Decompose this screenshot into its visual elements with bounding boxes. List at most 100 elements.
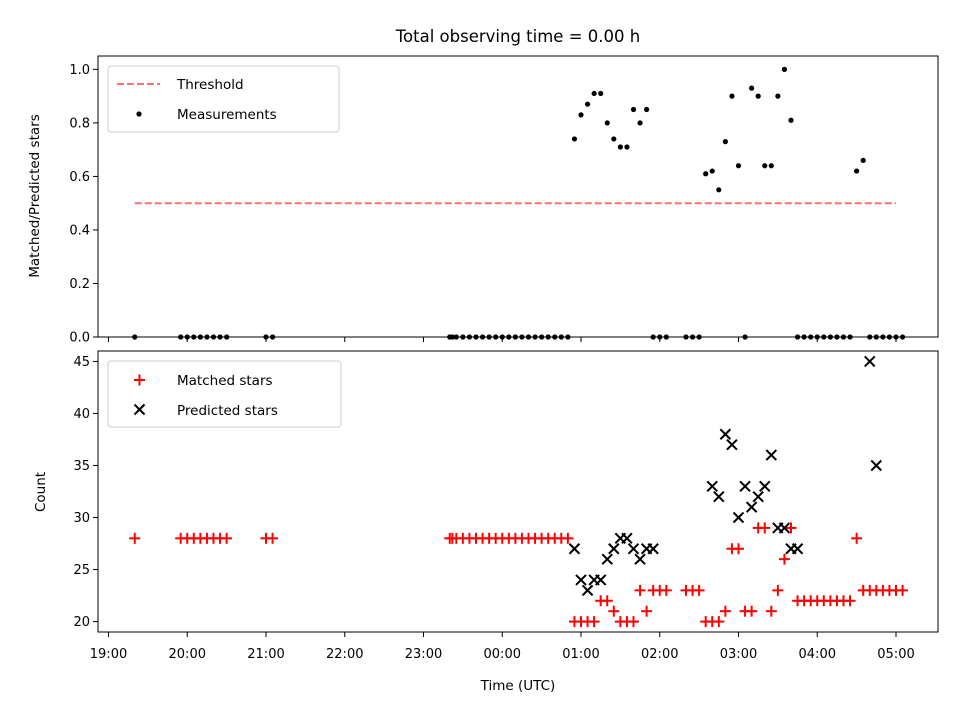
measurements-legend-swatch xyxy=(136,111,142,117)
matched-star-point xyxy=(588,616,600,628)
measurement-point xyxy=(689,334,696,340)
measurement-point xyxy=(617,144,623,150)
measurement-point xyxy=(650,334,656,340)
top-y-tick-label: 0.0 xyxy=(69,331,90,346)
measurement-point xyxy=(781,66,788,72)
measurement-point xyxy=(873,334,879,340)
measurement-point xyxy=(539,334,545,340)
x-tick-label: 03:00 xyxy=(720,647,757,662)
threshold-legend-label: Threshold xyxy=(176,77,244,93)
measurement-point xyxy=(197,334,203,340)
bottom-y-tick-label: 35 xyxy=(73,459,90,474)
measurement-point xyxy=(565,334,571,340)
measurement-point xyxy=(210,334,217,340)
bottom-legend: Matched stars Predicted stars xyxy=(107,360,342,428)
measurement-point xyxy=(788,117,794,123)
measurement-point xyxy=(794,334,801,340)
measurement-point xyxy=(578,112,584,118)
matched-star-point xyxy=(634,584,646,596)
x-tick-label: 05:00 xyxy=(877,647,914,662)
measurement-point xyxy=(775,93,781,99)
measurement-point xyxy=(886,334,893,340)
predicted-star-point xyxy=(752,490,764,503)
measurement-point xyxy=(749,85,755,91)
bottom-y-axis-title: Count xyxy=(33,472,49,512)
figure-title: Total observing time = 0.00 h xyxy=(395,27,640,46)
measurement-point xyxy=(644,106,650,113)
x-tick-label: 21:00 xyxy=(247,647,284,662)
predicted-star-point xyxy=(745,501,758,513)
measurement-point xyxy=(191,334,197,340)
measurement-point xyxy=(178,334,184,340)
matched-star-point xyxy=(765,605,777,617)
x-tick-label: 02:00 xyxy=(641,647,678,662)
measurement-point xyxy=(506,334,512,340)
x-tick-label: 22:00 xyxy=(326,647,363,662)
matched-star-point xyxy=(719,605,731,617)
predicted-star-point xyxy=(647,543,659,555)
measurement-point xyxy=(742,334,748,340)
matched-star-point xyxy=(897,584,909,596)
predicted-star-point xyxy=(568,543,581,555)
measurement-point xyxy=(827,334,833,340)
measurement-point xyxy=(663,334,669,340)
matched-star-point xyxy=(601,595,613,607)
top-y-tick-label: 1.0 xyxy=(69,63,90,78)
predicted-star-point xyxy=(732,511,745,524)
bottom-y-tick-label: 45 xyxy=(73,355,90,370)
measurement-point xyxy=(584,101,591,107)
measurement-point xyxy=(571,136,578,142)
matched-star-point xyxy=(785,522,797,534)
matched-star-point xyxy=(733,543,744,555)
matched-star-point xyxy=(844,595,856,607)
measurement-point xyxy=(821,334,827,340)
measurement-point xyxy=(525,334,532,340)
measurement-point xyxy=(466,334,473,340)
predicted-star-point xyxy=(870,459,883,472)
measurement-point xyxy=(552,334,558,340)
measurements-legend-label: Measurements xyxy=(177,107,277,123)
measurement-point xyxy=(558,334,564,340)
matched-star-point xyxy=(221,532,233,544)
predicted-legend-label: Predicted stars xyxy=(177,403,278,419)
predicted-star-point xyxy=(581,584,594,597)
predicted-star-point xyxy=(601,553,613,565)
bottom-y-axis: 20 25 30 35 40 45 xyxy=(73,355,98,630)
measurement-point xyxy=(834,334,840,340)
measurement-point xyxy=(624,144,630,150)
measurement-point xyxy=(722,139,728,145)
bottom-y-tick-label: 40 xyxy=(73,407,90,422)
measurement-point xyxy=(854,168,860,174)
measurement-point xyxy=(604,120,610,126)
measurement-point xyxy=(657,334,663,340)
top-y-tick-label: 0.4 xyxy=(69,223,90,238)
x-axis-title: Time (UTC) xyxy=(480,678,556,694)
measurement-point xyxy=(519,334,525,340)
x-tick-label: 00:00 xyxy=(484,647,521,662)
top-y-tick-label: 0.6 xyxy=(69,170,90,185)
measurement-point xyxy=(591,90,597,97)
bottom-y-tick-label: 20 xyxy=(73,615,90,630)
matched-star-point xyxy=(759,522,771,534)
predicted-star-point xyxy=(726,438,738,451)
measurement-point xyxy=(735,163,742,169)
x-tick-label: 01:00 xyxy=(562,647,599,662)
measurement-point xyxy=(611,136,617,142)
measurement-point xyxy=(899,334,906,340)
matched-star-point xyxy=(693,584,705,596)
top-legend: Threshold Measurements xyxy=(107,65,340,133)
predicted-star-point xyxy=(706,480,718,493)
predicted-star-point xyxy=(621,532,633,545)
matched-legend-swatch xyxy=(134,374,145,386)
measurement-point xyxy=(801,334,807,340)
measurement-point xyxy=(512,334,518,340)
x-tick-label: 20:00 xyxy=(169,647,206,662)
measurement-point xyxy=(880,334,886,340)
measurement-point xyxy=(808,334,814,340)
predicted-star-point xyxy=(627,543,640,555)
measurement-point xyxy=(893,334,899,340)
measurement-point xyxy=(716,187,722,193)
measurement-point xyxy=(269,334,276,340)
measurement-point xyxy=(499,334,505,340)
matched-star-point xyxy=(851,532,863,544)
